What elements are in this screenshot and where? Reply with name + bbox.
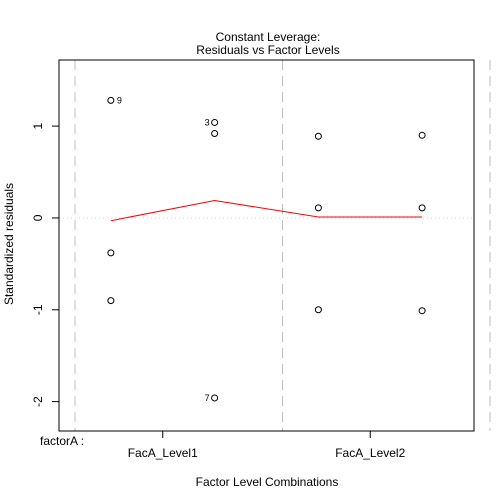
factor-label: factorA : [40,434,84,448]
chart-title: Constant Leverage: [216,30,321,44]
y-tick-label: -2 [31,396,45,407]
plot-frame [58,59,475,432]
smooth-line [110,199,423,222]
y-axis-label: Standardized residuals [2,183,16,305]
data-point [314,306,322,314]
data-point [107,96,115,104]
data-point [418,307,426,315]
data-point [211,129,219,137]
x-tick-label: FacA_Level2 [335,446,405,460]
y-tick-label: -1 [31,304,45,315]
plot-area: -2 -1 0 1 FacA_Level1 FacA_Level2 9 3 7 [31,59,491,460]
data-point [211,394,219,402]
point-label: 7 [205,393,210,403]
data-point [211,118,219,126]
y-tick-label: 1 [31,122,45,129]
data-point [418,204,426,212]
point-label: 9 [117,95,122,105]
data-point [418,131,426,139]
data-point [107,297,115,305]
x-tick-label: FacA_Level1 [128,446,198,460]
x-axis-label: Factor Level Combinations [196,475,339,489]
y-tick-label: 0 [31,214,45,221]
point-label: 3 [205,117,210,127]
chart-subtitle: Residuals vs Factor Levels [196,43,339,57]
data-point [107,249,115,257]
data-point [314,132,322,140]
data-point [314,204,322,212]
